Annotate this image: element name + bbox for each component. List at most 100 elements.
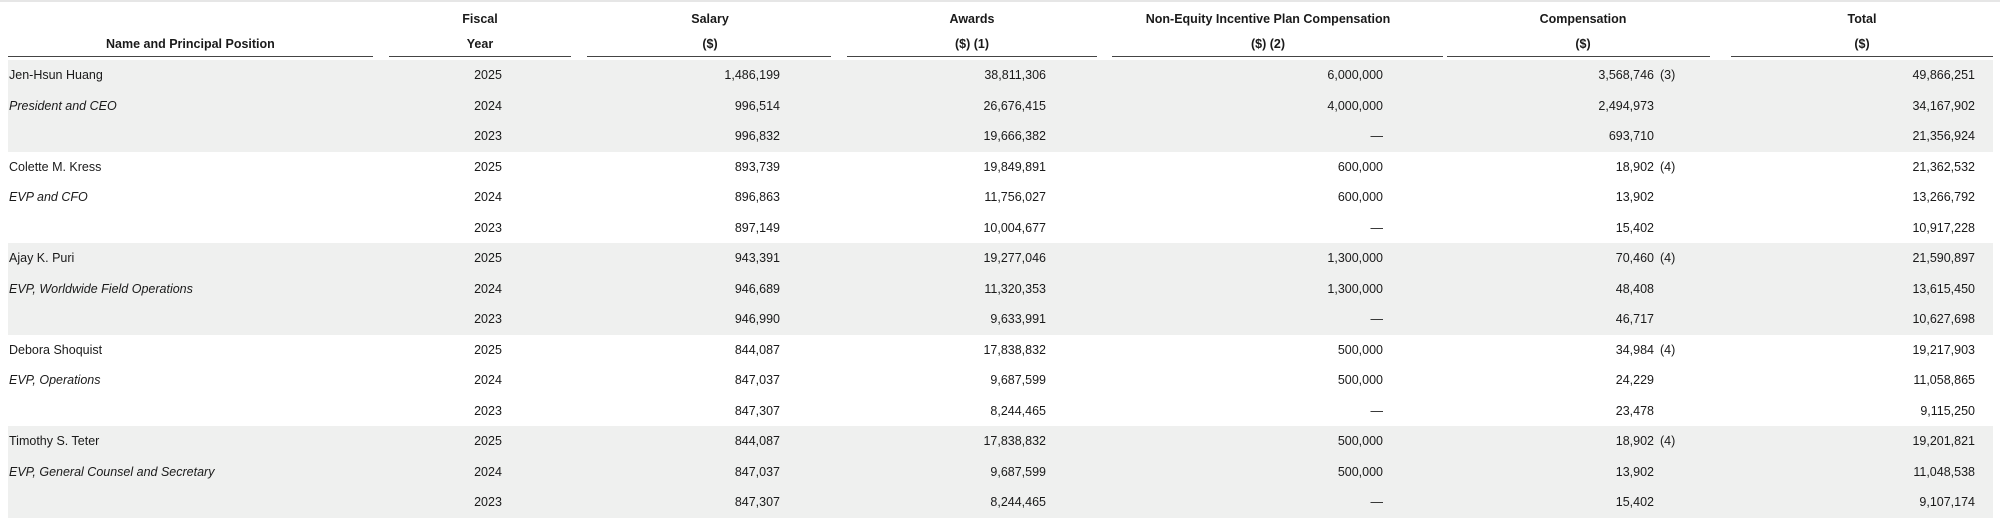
compensation-cell: 15,402 xyxy=(1615,495,1654,509)
footnote-ref xyxy=(1660,182,1690,213)
name-cell: Jen-Hsun Huang xyxy=(9,68,103,82)
header-rule xyxy=(8,56,373,57)
total-cell: 21,590,897 xyxy=(1912,251,1975,265)
compensation-cell: 70,460 xyxy=(1615,251,1654,265)
nonequity-cell: 600,000 xyxy=(1337,159,1383,174)
nonequity-cell: 1,300,000 xyxy=(1327,251,1383,265)
header-name: Name and Principal Position xyxy=(106,37,275,51)
header-awards-bottom: ($) (1) xyxy=(954,37,990,51)
compensation-cell: 46,717 xyxy=(1615,312,1654,326)
year-cell: 2023 xyxy=(474,129,502,143)
compensation-cell: 18,902 xyxy=(1615,434,1654,448)
table-row: 2023 996,832 19,666,382 — 693,710 21,356,924 xyxy=(8,121,1993,152)
salary-cell: 847,307 xyxy=(734,403,780,418)
footnote-ref xyxy=(1660,365,1690,396)
footnote-ref xyxy=(1660,457,1690,488)
header-rule xyxy=(587,56,831,57)
total-cell: 13,615,450 xyxy=(1912,281,1975,296)
total-cell: 10,627,698 xyxy=(1912,312,1975,326)
compensation-cell: 15,402 xyxy=(1615,220,1654,235)
compensation-cell: 48,408 xyxy=(1615,281,1654,296)
total-cell: 10,917,228 xyxy=(1912,220,1975,235)
year-cell: 2023 xyxy=(474,403,502,418)
footnote-ref xyxy=(1660,487,1690,518)
nonequity-cell: 500,000 xyxy=(1337,464,1383,479)
table-row: EVP, Operations 2024 847,037 9,687,599 500,0… xyxy=(8,365,1993,396)
table-row: 2023 897,149 10,004,677 — 15,402 10,917,228 xyxy=(8,213,1993,244)
total-cell: 21,356,924 xyxy=(1912,129,1975,143)
total-cell: 19,201,821 xyxy=(1912,434,1975,448)
nonequity-cell: 4,000,000 xyxy=(1327,98,1383,113)
header-rule xyxy=(1112,56,1443,57)
footnote-ref xyxy=(1660,91,1690,122)
salary-cell: 946,689 xyxy=(734,281,780,296)
nonequity-cell: 500,000 xyxy=(1337,373,1383,387)
year-cell: 2024 xyxy=(474,464,502,479)
header-awards-top: Awards xyxy=(949,12,995,26)
header-nonequity-top: Non-Equity Incentive Plan Compensation xyxy=(1145,12,1391,26)
year-cell: 2025 xyxy=(474,68,502,82)
header-rule xyxy=(1447,56,1710,57)
year-cell: 2024 xyxy=(474,373,502,387)
salary-cell: 996,514 xyxy=(734,98,780,113)
table-row: Colette M. Kress 2025 893,739 19,849,891 600… xyxy=(8,152,1993,183)
footnote-ref: (4) xyxy=(1660,159,1676,174)
table-row: Timothy S. Teter 2025 844,087 17,838,832 500… xyxy=(8,426,1993,457)
total-cell: 19,217,903 xyxy=(1912,342,1975,357)
awards-cell: 38,811,306 xyxy=(984,68,1046,82)
table-row: Debora Shoquist 2025 844,087 17,838,832 500,… xyxy=(8,335,1993,366)
total-cell: 11,048,538 xyxy=(1913,464,1975,479)
footnote-ref: (3) xyxy=(1660,68,1676,82)
compensation-cell: 13,902 xyxy=(1615,464,1654,479)
compensation-cell: 23,478 xyxy=(1615,403,1654,418)
awards-cell: 10,004,677 xyxy=(983,220,1046,235)
table-row: 2023 847,307 8,244,465 — 23,478 9,115,250 xyxy=(8,396,1993,427)
header-nonequity-bottom: ($) (2) xyxy=(1250,37,1286,51)
top-border xyxy=(0,0,2000,2)
nonequity-cell: — xyxy=(1370,403,1384,418)
table-row: EVP, Worldwide Field Operations 2024 946,6… xyxy=(8,273,1993,305)
awards-cell: 9,633,991 xyxy=(990,312,1046,326)
year-cell: 2023 xyxy=(474,495,502,509)
total-cell: 9,115,250 xyxy=(1920,403,1975,418)
total-cell: 11,058,865 xyxy=(1913,373,1975,387)
salary-cell: 847,037 xyxy=(734,464,780,479)
awards-cell: 8,244,465 xyxy=(990,495,1046,509)
nonequity-cell: 500,000 xyxy=(1337,434,1383,448)
year-cell: 2024 xyxy=(474,98,502,113)
header-rule xyxy=(1731,56,1993,57)
salary-cell: 897,149 xyxy=(734,220,780,235)
name-cell: EVP, Worldwide Field Operations xyxy=(9,281,193,296)
total-cell: 21,362,532 xyxy=(1912,159,1975,174)
footnote-ref xyxy=(1660,274,1690,305)
year-cell: 2023 xyxy=(474,220,502,235)
nonequity-cell: 6,000,000 xyxy=(1327,68,1383,82)
year-cell: 2025 xyxy=(474,342,502,357)
year-cell: 2024 xyxy=(474,281,502,296)
total-cell: 34,167,902 xyxy=(1912,98,1975,113)
salary-cell: 844,087 xyxy=(734,342,780,357)
salary-cell: 1,486,199 xyxy=(724,68,780,82)
footnote-ref: (4) xyxy=(1660,342,1676,357)
year-cell: 2024 xyxy=(474,190,502,204)
footnote-ref: (4) xyxy=(1660,251,1676,265)
table-row: Jen-Hsun Huang 2025 1,486,199 38,811,306 6,0… xyxy=(8,60,1993,91)
awards-cell: 26,676,415 xyxy=(983,98,1046,113)
awards-cell: 19,277,046 xyxy=(983,251,1046,265)
year-cell: 2025 xyxy=(474,251,502,265)
name-cell: President and CEO xyxy=(9,98,117,113)
header-comp-bottom: ($) xyxy=(1575,37,1591,51)
header-comp-top: Compensation xyxy=(1539,12,1627,26)
awards-cell: 17,838,832 xyxy=(983,434,1046,448)
salary-cell: 996,832 xyxy=(734,129,780,143)
total-cell: 49,866,251 xyxy=(1912,68,1975,82)
table-row: Ajay K. Puri 2025 943,391 19,277,046 1,300,0… xyxy=(8,243,1993,274)
footnote-ref: (4) xyxy=(1660,434,1676,448)
awards-cell: 19,849,891 xyxy=(983,159,1046,174)
compensation-cell: 693,710 xyxy=(1608,129,1654,143)
salary-cell: 844,087 xyxy=(734,434,780,448)
nonequity-cell: — xyxy=(1370,220,1384,235)
nonequity-cell: — xyxy=(1370,312,1384,326)
awards-cell: 11,756,027 xyxy=(984,190,1046,204)
table-row: EVP and CFO 2024 896,863 11,756,027 600,000 1… xyxy=(8,182,1993,213)
